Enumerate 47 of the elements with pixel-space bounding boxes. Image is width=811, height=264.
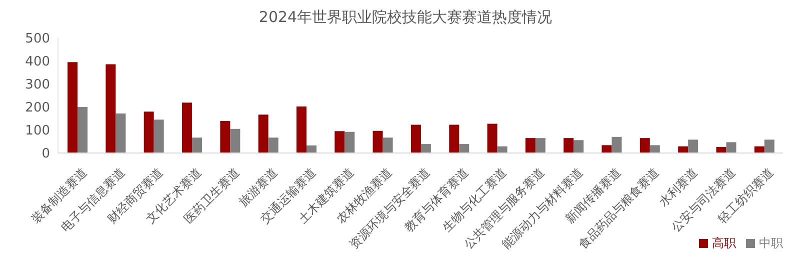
bar bbox=[602, 145, 612, 153]
bar bbox=[410, 124, 421, 153]
bar bbox=[192, 138, 202, 153]
y-tick-label: 300 bbox=[25, 78, 50, 93]
legend-label: 高职 bbox=[712, 236, 736, 250]
bar bbox=[420, 144, 431, 153]
bar bbox=[535, 138, 546, 153]
bar bbox=[640, 138, 650, 153]
bar bbox=[344, 132, 355, 153]
bar bbox=[678, 146, 688, 153]
bar bbox=[296, 106, 306, 153]
bar bbox=[716, 147, 726, 153]
bar bbox=[764, 140, 774, 153]
bar bbox=[144, 112, 154, 153]
bar bbox=[449, 124, 460, 153]
y-tick-label: 500 bbox=[25, 32, 50, 47]
legend-label: 中职 bbox=[759, 236, 783, 250]
bar bbox=[106, 64, 116, 153]
bar bbox=[268, 138, 278, 153]
y-tick-label: 100 bbox=[25, 124, 50, 139]
bar bbox=[688, 140, 698, 153]
chart-title: 2024年世界职业院校技能大赛赛道热度情况 bbox=[258, 8, 554, 28]
bar bbox=[334, 131, 345, 153]
bar bbox=[230, 128, 240, 153]
bar bbox=[525, 138, 536, 153]
bar bbox=[78, 107, 88, 153]
bar bbox=[612, 136, 622, 153]
bar bbox=[487, 124, 498, 153]
bar bbox=[258, 114, 268, 153]
bar bbox=[68, 62, 78, 153]
bar bbox=[382, 138, 393, 153]
bar bbox=[650, 145, 660, 153]
bar bbox=[154, 120, 164, 153]
y-tick-label: 400 bbox=[25, 54, 50, 70]
bar bbox=[372, 130, 383, 153]
y-tick-label: 200 bbox=[25, 100, 50, 116]
y-tick-label: 0 bbox=[42, 146, 50, 162]
bar bbox=[306, 145, 316, 153]
bar bbox=[574, 140, 584, 153]
bar bbox=[726, 142, 736, 153]
bar bbox=[497, 146, 508, 153]
bar bbox=[459, 144, 470, 153]
bar bbox=[116, 113, 126, 153]
bar bbox=[564, 138, 574, 153]
bar bbox=[182, 102, 192, 153]
bar bbox=[754, 146, 764, 153]
bar bbox=[220, 121, 230, 153]
